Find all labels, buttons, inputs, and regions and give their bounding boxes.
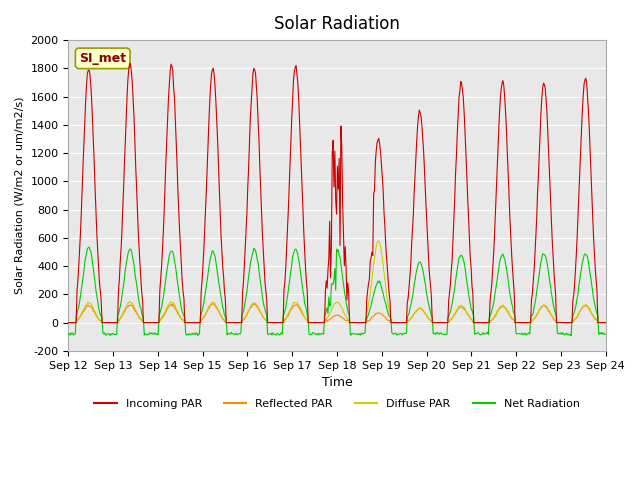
X-axis label: Time: Time [322,376,353,389]
Legend: Incoming PAR, Reflected PAR, Diffuse PAR, Net Radiation: Incoming PAR, Reflected PAR, Diffuse PAR… [90,395,584,414]
Title: Solar Radiation: Solar Radiation [274,15,400,33]
Text: SI_met: SI_met [79,52,126,65]
Y-axis label: Solar Radiation (W/m2 or um/m2/s): Solar Radiation (W/m2 or um/m2/s) [15,97,25,294]
